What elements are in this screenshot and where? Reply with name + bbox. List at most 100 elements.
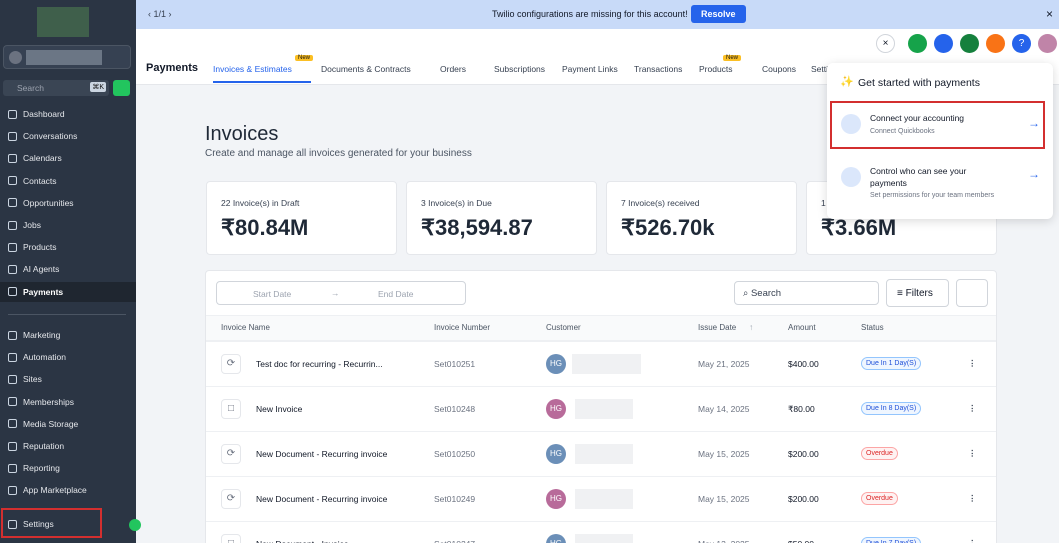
row-menu[interactable]: ⋮	[968, 403, 977, 413]
nav-icon	[8, 287, 17, 297]
nav-item[interactable]: Opportunities	[0, 193, 136, 213]
popup-title: Get started with payments	[858, 77, 980, 89]
notification-icon[interactable]	[986, 34, 1005, 53]
announce-icon[interactable]	[960, 34, 979, 53]
nav-item[interactable]: Reporting	[0, 458, 136, 478]
resolve-button[interactable]: Resolve	[691, 5, 746, 23]
date-range[interactable]: Start Date → End Date	[216, 281, 466, 305]
status-pill: Due In 7 Day(S)	[861, 537, 922, 543]
invoice-name[interactable]: New Document - Invoice	[256, 539, 349, 543]
sort-icon[interactable]: ↑	[749, 322, 754, 332]
amount: $400.00	[788, 359, 819, 369]
close-button[interactable]: ×	[876, 34, 895, 53]
avatar[interactable]	[1038, 34, 1057, 53]
status-pill: Overdue	[861, 447, 898, 460]
nav-label: Calendars	[23, 153, 62, 164]
search-box[interactable]: Search ⌘K	[3, 80, 109, 96]
quick-action[interactable]	[113, 80, 130, 96]
nav-label: Dashboard	[23, 109, 65, 119]
nav-item[interactable]: Dashboard	[0, 104, 136, 124]
nav-item[interactable]: Jobs	[0, 215, 136, 235]
nav-label: Contacts	[23, 175, 57, 186]
customer-avatar: HG	[546, 354, 566, 374]
row-menu[interactable]: ⋮	[968, 358, 977, 368]
nav-item[interactable]: Memberships	[0, 392, 136, 412]
getting-started-popup: Get started with payments ✨ Connect your…	[827, 63, 1053, 219]
nav-tab[interactable]: Transactions	[634, 64, 682, 74]
nav-item[interactable]: Contacts	[0, 171, 136, 191]
nav-tab[interactable]: Orders	[440, 64, 466, 74]
nav-item[interactable]: App Marketplace	[0, 480, 136, 500]
nav-item[interactable]: Automation	[0, 347, 136, 367]
highlight-box	[1, 508, 102, 538]
customer-name	[575, 444, 633, 464]
nav-item[interactable]: Products	[0, 237, 136, 257]
invoice-name[interactable]: New Document - Recurring invoice	[256, 494, 388, 504]
help-icon[interactable]: ?	[1012, 34, 1031, 53]
nav-tab[interactable]: Coupons	[762, 64, 796, 74]
invoice-name[interactable]: Test doc for recurring - Recurrin...	[256, 359, 383, 369]
nav-item[interactable]: AI Agents	[0, 259, 136, 279]
nav-label: Marketing	[23, 330, 61, 340]
row-menu[interactable]: ⋮	[968, 493, 977, 503]
nav-tab[interactable]: Products New	[699, 55, 742, 74]
row-divider	[206, 521, 996, 522]
invoice-number: Set010247	[434, 539, 475, 543]
close-banner[interactable]: ×	[1046, 7, 1054, 21]
nav-tab[interactable]: Payment Links	[562, 64, 618, 74]
row-menu[interactable]: ⋮	[968, 538, 977, 543]
nav-item[interactable]: Calendars	[0, 148, 136, 168]
nav-icon	[8, 485, 17, 495]
filters-button[interactable]: ≡ Filters	[886, 279, 949, 307]
row-menu[interactable]: ⋮	[968, 448, 977, 458]
nav-item[interactable]: Conversations	[0, 126, 136, 146]
nav-item[interactable]: Reputation	[0, 436, 136, 456]
customer-name	[575, 489, 633, 509]
highlight-box	[830, 101, 1045, 149]
nav-item[interactable]: Marketing	[0, 325, 136, 345]
search-placeholder: Search	[17, 83, 44, 93]
column-header[interactable]: Issue Date	[698, 323, 737, 332]
item-subtitle: Connect Quickbooks	[870, 128, 935, 135]
tab-label: Subscriptions	[494, 64, 546, 74]
nav-item[interactable]: Payments	[0, 281, 136, 302]
filters-label: Filters	[905, 288, 933, 299]
table-search[interactable]: ⌕ Search	[734, 281, 879, 305]
stat-value: ₹526.70k	[621, 215, 715, 240]
customer-name	[575, 399, 633, 419]
amount: $50.00	[788, 539, 814, 543]
column-header: Invoice Name	[221, 323, 270, 332]
nav-tab[interactable]: Subscriptions	[494, 64, 545, 74]
download-button[interactable]	[956, 279, 988, 307]
item-subtitle: Set permissions for your team members	[870, 192, 995, 199]
nav-tab[interactable]: Settings	[811, 64, 842, 74]
tools-icon[interactable]	[934, 34, 953, 53]
nav-item[interactable]: Sites	[0, 369, 136, 389]
invoice-name[interactable]: New Document - Recurring invoice	[256, 449, 388, 459]
row-icon: ⟳	[221, 444, 241, 464]
divider	[8, 314, 126, 315]
popup-item[interactable]: Control who can see your payments Set per…	[832, 156, 1044, 212]
nav-label: Jobs	[23, 220, 41, 230]
row-icon: □	[221, 534, 241, 543]
phone-icon[interactable]	[908, 34, 927, 53]
nav-tab[interactable]: Documents & Contracts	[321, 64, 411, 74]
nav-icon	[8, 352, 17, 362]
nav-item[interactable]: Media Storage	[0, 414, 136, 434]
collapse-toggle[interactable]	[129, 519, 141, 531]
nav-icon	[8, 264, 17, 274]
shortcut: ⌘K	[90, 82, 106, 92]
stat-card: 7 Invoice(s) received ₹526.70k	[606, 181, 797, 255]
popup-item[interactable]: Connect your accounting Connect Quickbook…	[832, 104, 1044, 148]
stat-label: 7 Invoice(s) received	[621, 198, 700, 208]
tab-label: Settings	[811, 64, 842, 74]
page-subtitle: Create and manage all invoices generated…	[205, 148, 472, 159]
account-switcher[interactable]	[3, 45, 131, 69]
invoice-name[interactable]: New Invoice	[256, 404, 303, 414]
issue-date: May 15, 2025	[698, 449, 750, 459]
nav-settings[interactable]: Settings	[0, 514, 136, 534]
nav-tab[interactable]: Invoices & Estimates New	[213, 55, 314, 74]
banner: ‹ 1/1 › Twilio configurations are missin…	[136, 0, 1059, 29]
item-icon	[841, 114, 861, 134]
item-arrow: →	[1028, 116, 1040, 130]
